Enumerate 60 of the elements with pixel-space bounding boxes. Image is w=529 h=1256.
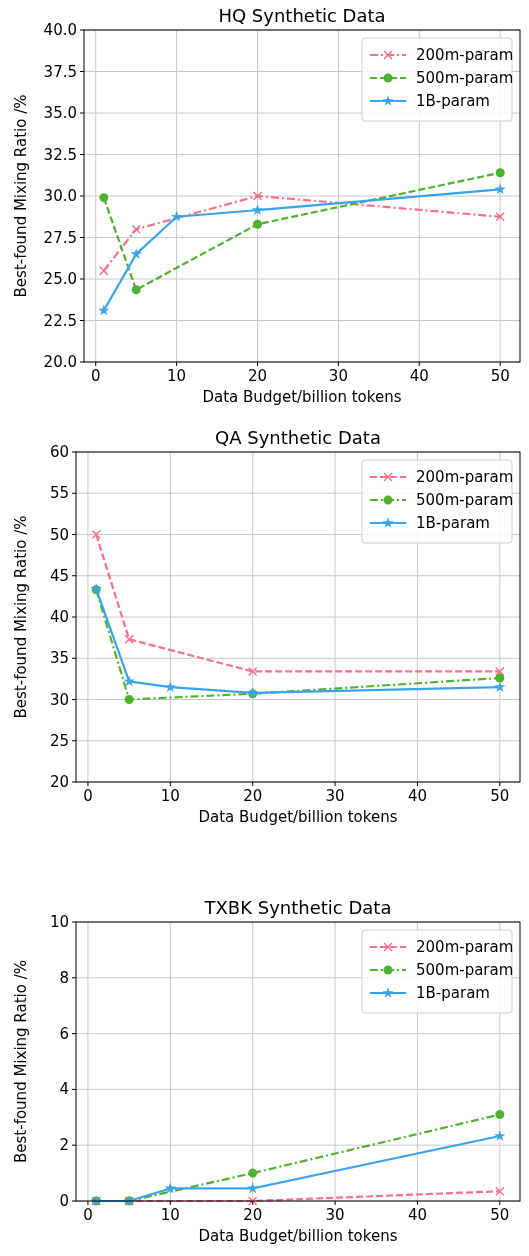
y-tick-label: 32.5 (43, 145, 77, 164)
chart-title: HQ Synthetic Data (218, 5, 386, 26)
y-tick-label: 20.0 (43, 353, 77, 371)
chart-title: TXBK Synthetic Data (203, 897, 392, 918)
x-tick-label: 0 (83, 1206, 93, 1224)
y-tick-label: 27.5 (43, 228, 77, 247)
legend-label: 200m-param (416, 938, 514, 956)
x-tick-label: 10 (167, 367, 187, 385)
y-tick-label: 45 (49, 566, 69, 585)
legend-label: 500m-param (416, 69, 514, 87)
x-axis-title: Data Budget/billion tokens (198, 808, 398, 826)
y-axis-title: Best-found Mixing Ratio /% (12, 960, 30, 1163)
x-tick-label: 30 (325, 787, 345, 805)
x-axis-title: Data Budget/billion tokens (202, 388, 402, 406)
legend-label: 1B-param (416, 984, 490, 1002)
chart-title: QA Synthetic Data (215, 427, 381, 448)
y-tick-label: 10 (49, 913, 69, 931)
y-tick-label: 30 (49, 690, 69, 709)
legend-label: 1B-param (416, 92, 490, 110)
x-tick-label: 30 (325, 1206, 345, 1224)
x-tick-label: 0 (83, 787, 93, 805)
y-tick-label: 25.0 (43, 270, 77, 288)
y-tick-label: 8 (59, 968, 69, 987)
x-tick-label: 40 (407, 787, 427, 805)
x-tick-label: 10 (160, 787, 180, 805)
x-tick-label: 50 (490, 367, 510, 385)
legend-label: 500m-param (416, 491, 514, 509)
x-tick-label: 30 (328, 367, 348, 385)
y-axis-title: Best-found Mixing Ratio /% (12, 94, 30, 298)
y-tick-label: 35.0 (43, 104, 77, 122)
x-tick-label: 10 (160, 1206, 180, 1224)
y-tick-label: 40 (49, 608, 69, 626)
y-tick-label: 55 (49, 484, 69, 503)
x-tick-label: 20 (243, 1206, 263, 1224)
y-axis-title: Best-found Mixing Ratio /% (12, 515, 30, 719)
y-tick-label: 6 (59, 1024, 69, 1043)
x-tick-label: 20 (243, 787, 263, 805)
y-tick-label: 60 (49, 443, 69, 461)
legend-label: 200m-param (416, 468, 514, 486)
x-tick-label: 50 (490, 1206, 510, 1224)
y-tick-label: 20 (49, 773, 69, 791)
x-tick-label: 20 (247, 367, 268, 385)
y-tick-label: 0 (59, 1192, 69, 1210)
legend-label: 500m-param (416, 961, 514, 979)
y-tick-label: 35 (49, 649, 69, 668)
x-tick-label: 40 (407, 1206, 427, 1224)
y-tick-label: 37.5 (43, 62, 77, 81)
y-tick-label: 40.0 (43, 21, 77, 39)
x-tick-label: 0 (90, 367, 101, 385)
x-tick-label: 50 (490, 787, 510, 805)
y-tick-label: 25 (49, 731, 69, 750)
legend-label: 200m-param (416, 46, 514, 64)
y-tick-label: 50 (49, 525, 69, 544)
y-tick-label: 30.0 (43, 187, 77, 205)
y-tick-label: 22.5 (43, 311, 77, 330)
x-tick-label: 40 (409, 367, 429, 385)
y-tick-label: 4 (59, 1080, 69, 1099)
x-axis-title: Data Budget/billion tokens (198, 1227, 398, 1245)
y-tick-label: 2 (59, 1136, 69, 1155)
legend-label: 1B-param (416, 514, 490, 532)
